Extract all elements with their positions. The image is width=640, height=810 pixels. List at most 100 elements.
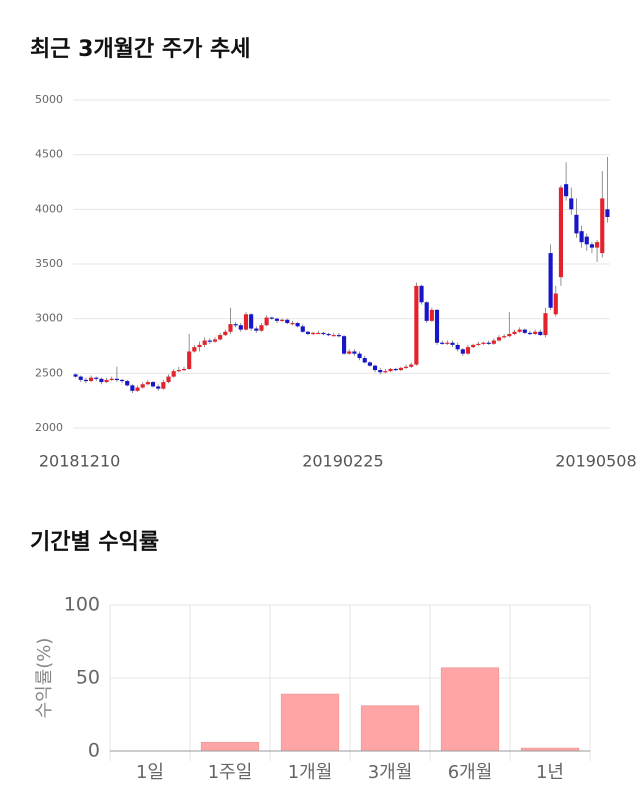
- y-tick-label: 2000: [35, 421, 63, 434]
- candle-body: [496, 337, 502, 341]
- candle-body: [574, 214, 579, 234]
- candle-body: [104, 379, 109, 383]
- candle-body: [527, 332, 533, 335]
- candle-body: [481, 342, 486, 344]
- y-tick-label: 3000: [35, 312, 63, 325]
- candle-body: [300, 326, 305, 332]
- candle-body: [398, 367, 403, 371]
- y-tick-label: 4500: [35, 148, 63, 161]
- candle-body: [130, 385, 135, 391]
- candle-body: [290, 323, 295, 325]
- x-tick-label: 1일: [136, 762, 164, 783]
- candle-body: [584, 236, 589, 245]
- candle-body: [331, 335, 336, 337]
- candle-body: [156, 386, 161, 389]
- candle-body: [176, 370, 181, 372]
- y-tick-label: 5000: [35, 93, 63, 106]
- candle-body: [197, 344, 202, 348]
- x-tick-label: 1개월: [288, 762, 333, 783]
- candle-body: [243, 314, 249, 330]
- candle-body: [321, 332, 326, 335]
- bar: [280, 693, 340, 752]
- candle-body: [114, 378, 119, 380]
- y-tick-label: 4000: [35, 202, 63, 215]
- bar: [200, 741, 260, 752]
- chart-title: 최근 3개월간 주가 추세: [30, 37, 250, 62]
- x-tick-label: 20190508: [555, 452, 636, 471]
- candle-body: [326, 333, 331, 336]
- candle-body: [595, 242, 600, 248]
- candle-body: [238, 325, 243, 330]
- candle-body: [564, 184, 569, 197]
- candle-body: [403, 366, 409, 368]
- candle-body: [336, 335, 341, 337]
- x-tick-label: 1주일: [208, 762, 253, 783]
- candle-body: [589, 244, 594, 248]
- candle-body: [192, 347, 197, 352]
- x-tick-label: 6개월: [448, 762, 493, 783]
- candle-body: [491, 340, 496, 344]
- candle-body: [342, 336, 347, 354]
- candle-body: [223, 331, 228, 336]
- candle-body: [295, 323, 300, 327]
- candle-body: [517, 329, 522, 332]
- candle-body: [78, 376, 83, 380]
- y-tick-label: 100: [64, 594, 100, 616]
- candle-body: [378, 370, 383, 373]
- candle-body: [150, 382, 156, 387]
- candle-body: [502, 336, 507, 338]
- candle-body: [388, 368, 393, 372]
- candle-body: [548, 253, 553, 308]
- x-tick-label: 1년: [536, 762, 564, 783]
- candle-body: [362, 358, 367, 363]
- candle-body: [73, 374, 78, 377]
- candle-body: [347, 351, 352, 354]
- candle-body: [83, 379, 88, 382]
- candle-body: [264, 317, 269, 326]
- y-tick-label: 0: [88, 740, 100, 762]
- candle-body: [187, 351, 192, 369]
- candle-body: [305, 331, 311, 334]
- candle-body: [357, 353, 362, 359]
- candle-body: [269, 317, 274, 319]
- x-tick-label: 20190225: [302, 452, 383, 471]
- candle-body: [579, 231, 584, 243]
- candle-body: [285, 319, 290, 324]
- candle-body: [212, 339, 218, 342]
- candle-body: [228, 324, 233, 332]
- candle-body: [367, 362, 372, 366]
- candle-body: [419, 285, 424, 303]
- candle-body: [471, 344, 476, 348]
- candle-body: [465, 347, 471, 354]
- y-axis-label: 수익률(%): [34, 638, 55, 719]
- candle-body: [311, 332, 316, 335]
- candle-body: [94, 377, 99, 379]
- x-tick-label: 20181210: [39, 452, 120, 471]
- bar: [360, 705, 420, 752]
- candle-body: [352, 351, 357, 354]
- candle-body: [538, 331, 543, 336]
- candle-body: [135, 387, 140, 391]
- candle-body: [429, 309, 434, 321]
- candle-body: [558, 187, 564, 278]
- candle-body: [543, 313, 548, 336]
- candle-body: [440, 342, 445, 344]
- candle-body: [119, 379, 125, 382]
- candle-body: [605, 209, 610, 217]
- candle-body: [202, 340, 207, 345]
- candle-body: [522, 329, 527, 333]
- candle-body: [171, 371, 176, 377]
- candle-body: [140, 384, 145, 388]
- candle-body: [280, 319, 285, 321]
- y-tick-label: 3500: [35, 257, 63, 270]
- chart-title: 기간별 수익률: [30, 530, 159, 555]
- candle-body: [166, 376, 171, 383]
- candle-body: [507, 333, 512, 337]
- y-tick-label: 50: [76, 667, 100, 689]
- candle-body: [486, 342, 491, 344]
- candle-body: [434, 309, 440, 343]
- candle-body: [414, 285, 419, 365]
- candle-body: [512, 331, 517, 334]
- candle-body: [89, 377, 94, 381]
